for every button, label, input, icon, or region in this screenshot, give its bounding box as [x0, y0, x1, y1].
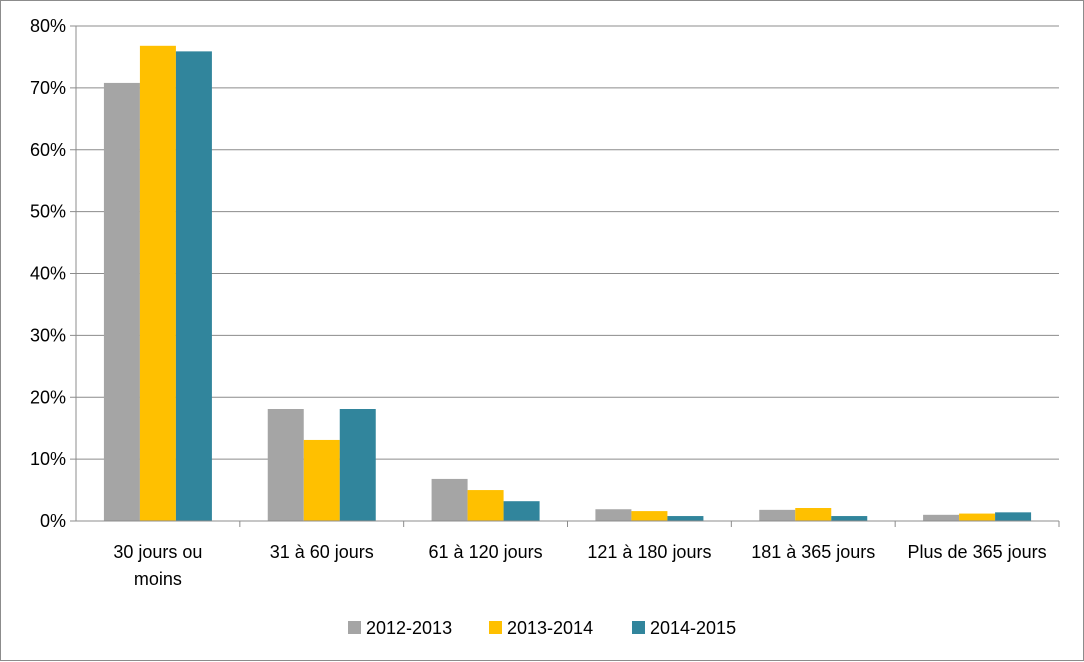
bar	[139, 45, 176, 522]
bar	[431, 478, 468, 521]
y-tick-label: 0%	[40, 511, 66, 531]
bar	[959, 513, 996, 521]
bar	[795, 508, 832, 521]
legend-label: 2012-2013	[366, 618, 452, 638]
bar	[595, 509, 632, 521]
bar	[467, 490, 504, 521]
x-tick-label: 181 à 365 jours	[751, 542, 875, 562]
bar	[831, 516, 868, 521]
legend: 2012-2013 2013-2014 2014-2015	[348, 618, 736, 638]
y-tick-label: 80%	[30, 16, 66, 36]
x-tick-label: 30 jours ou	[113, 542, 202, 562]
y-tick-label: 40%	[30, 264, 66, 284]
x-tick-label: 61 à 120 jours	[429, 542, 543, 562]
bar	[667, 516, 704, 521]
y-tick-label: 60%	[30, 140, 66, 160]
axes	[70, 25, 1060, 527]
legend-swatch	[489, 621, 502, 634]
legend-label: 2013-2014	[507, 618, 593, 638]
bar	[631, 511, 668, 521]
y-tick-label: 50%	[30, 202, 66, 222]
bar	[995, 512, 1032, 521]
bar	[103, 82, 140, 522]
x-tick-label: Plus de 365 jours	[908, 542, 1047, 562]
bar	[503, 501, 540, 521]
x-tick-label: 31 à 60 jours	[270, 542, 374, 562]
y-tick-label: 30%	[30, 325, 66, 345]
y-tick-label: 20%	[30, 387, 66, 407]
legend-swatch	[632, 621, 645, 634]
y-tick-label: 70%	[30, 78, 66, 98]
legend-swatch	[348, 621, 361, 634]
bar	[339, 409, 376, 521]
y-tick-label: 10%	[30, 449, 66, 469]
bars	[103, 45, 1032, 522]
legend-label: 2014-2015	[650, 618, 736, 638]
x-tick-label: 121 à 180 jours	[587, 542, 711, 562]
bar	[759, 509, 796, 521]
x-tick-label: moins	[134, 569, 182, 589]
bar	[923, 514, 960, 521]
gridlines	[76, 25, 1059, 460]
bar	[303, 439, 340, 521]
x-tick-labels: 30 jours ou moins 31 à 60 jours 61 à 120 jo…	[113, 542, 1046, 589]
y-tick-labels: 0% 10% 20% 30% 40% 50% 60% 70% 80%	[30, 16, 66, 531]
bar	[267, 409, 304, 521]
bar	[175, 51, 212, 522]
